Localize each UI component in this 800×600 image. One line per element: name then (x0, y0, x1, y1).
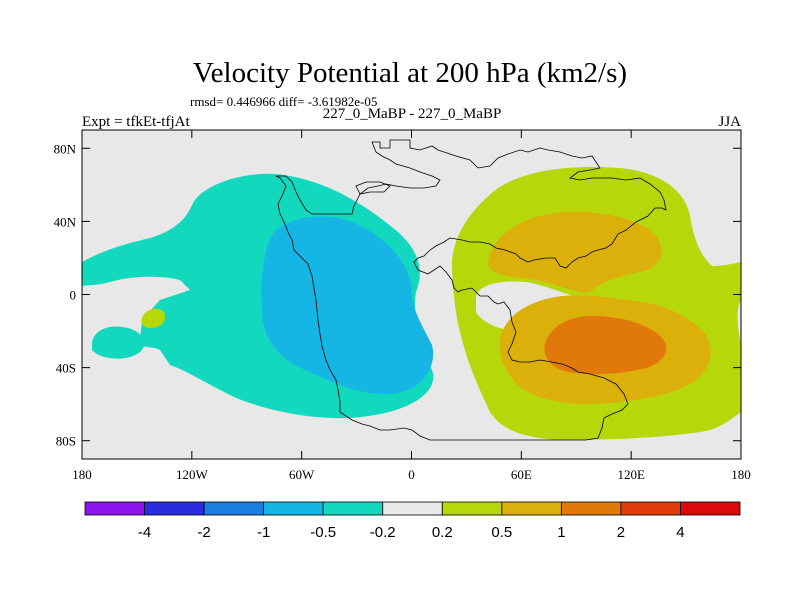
coast-americas (275, 139, 667, 441)
x-tick-label: 120W (176, 467, 209, 482)
x-tick-label: 60W (289, 467, 315, 482)
colorbar-label: 1 (557, 524, 565, 541)
x-tick-label: 60E (511, 467, 532, 482)
colorbar-label: 2 (617, 524, 625, 541)
x-tick-label: 120E (617, 467, 645, 482)
contour-neg-blob (92, 326, 145, 359)
colorbar-swatch (144, 501, 205, 516)
contour-pos-1 (544, 316, 667, 375)
colorbar-label: 0.2 (432, 524, 453, 541)
contour-pos-0-5-north (488, 211, 662, 293)
colorbar-swatch (84, 501, 145, 516)
colorbar: -4 -2 -1 -0.5 -0.2 0.2 0.5 1 2 4 (84, 501, 741, 541)
x-tick-label: 180 (731, 467, 751, 482)
coastlines (275, 139, 667, 441)
colorbar-swatch (441, 501, 503, 516)
y-tick-label: 80N (54, 141, 77, 156)
colorbar-swatch (203, 501, 265, 516)
colorbar-label: -4 (138, 524, 151, 541)
colorbar-swatch (620, 501, 681, 516)
x-tick-label: 180 (72, 467, 92, 482)
colorbar-swatch (263, 501, 324, 516)
y-tick-label: 40N (54, 214, 77, 229)
x-tick-label: 0 (408, 467, 415, 482)
colorbar-label: 4 (676, 524, 684, 541)
colorbar-swatch (680, 501, 741, 516)
y-tick-label: 40S (56, 361, 76, 376)
experiment-label: Expt = tfkEt-tfjAt (82, 114, 190, 130)
colorbar-swatch (560, 501, 622, 516)
season-label: JJA (718, 114, 741, 130)
stats-label: rmsd= 0.446966 diff= -3.61982e-05 (190, 94, 377, 109)
colorbar-label: -2 (197, 524, 210, 541)
y-tick-label: 0 (70, 288, 77, 303)
contour-pos-blob-left (141, 308, 166, 328)
colorbar-swatch (382, 501, 443, 516)
colorbar-label: -0.2 (370, 524, 396, 541)
colorbar-label: -1 (257, 524, 270, 541)
y-axis: 80N 40N 0 40S 80S (54, 141, 741, 449)
colorbar-swatch (322, 501, 384, 516)
colorbar-swatch (501, 501, 562, 516)
y-tick-label: 80S (56, 434, 76, 449)
colorbar-label: 0.5 (491, 524, 512, 541)
contour-fills (82, 167, 741, 440)
contour-neg-0-5 (261, 216, 434, 395)
colorbar-label: -0.5 (310, 524, 336, 541)
coast-europe (355, 181, 391, 195)
chart-title: Velocity Potential at 200 hPa (km2/s) (193, 57, 627, 89)
comparison-label: 227_0_MaBP - 227_0_MaBP (323, 106, 502, 122)
x-axis: 180 120W 60W 0 60E 120E 180 (72, 130, 751, 482)
